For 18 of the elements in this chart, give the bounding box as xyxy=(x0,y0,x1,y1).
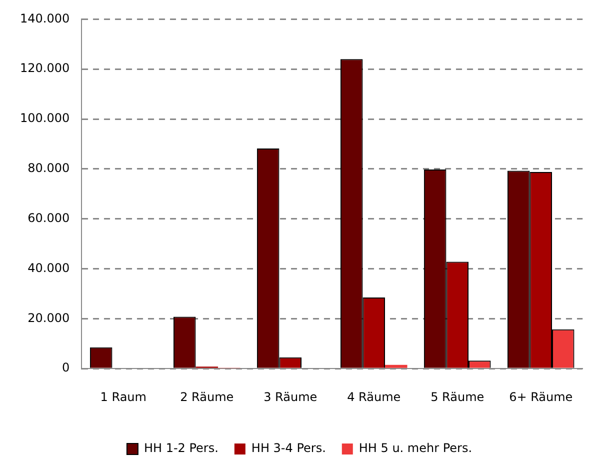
legend-label: HH 5 u. mehr Pers. xyxy=(358,441,472,456)
y-tick-label: 140.000 xyxy=(20,11,70,26)
y-tick-label: 60.000 xyxy=(28,210,70,225)
x-tick-label: 1 Raum xyxy=(100,390,146,404)
x-tick-label: 4 Räume xyxy=(347,390,401,404)
y-tick-label: 80.000 xyxy=(28,161,70,176)
y-tick-label: 0 xyxy=(62,360,70,375)
legend-label: HH 1-2 Pers. xyxy=(144,441,218,456)
y-tick-label: 120.000 xyxy=(20,61,70,76)
y-tick-label: 40.000 xyxy=(28,260,70,275)
x-tick-label: 6+ Räume xyxy=(509,390,573,404)
bar xyxy=(385,364,408,368)
x-tick-label: 3 Räume xyxy=(264,390,318,404)
x-tick-label: 2 Räume xyxy=(180,390,234,404)
y-tick-label: 20.000 xyxy=(28,310,70,325)
y-tick-label: 100.000 xyxy=(20,111,70,126)
legend-label: HH 3-4 Pers. xyxy=(251,441,326,456)
x-tick-label: 5 Räume xyxy=(430,390,484,404)
